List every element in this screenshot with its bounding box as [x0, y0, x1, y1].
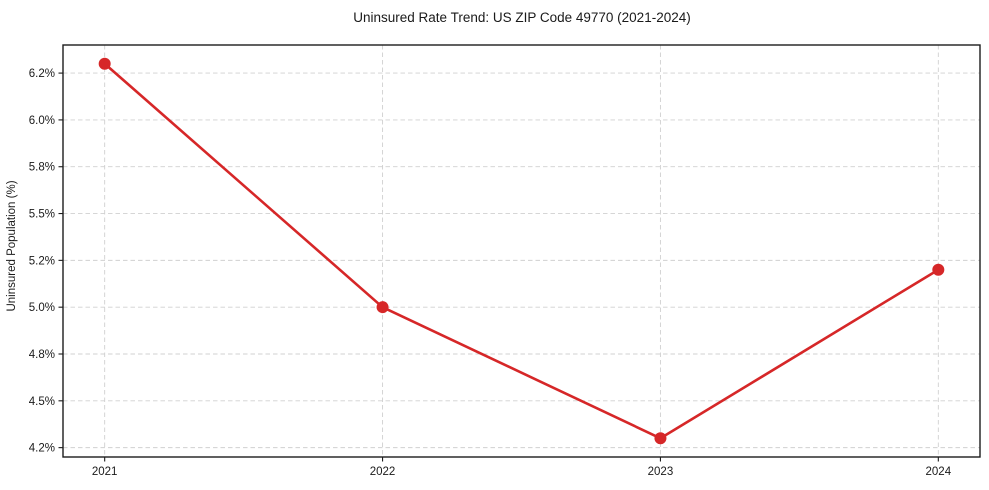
y-tick-label: 5.0%	[29, 302, 55, 314]
y-tick-label: 4.2%	[29, 443, 55, 455]
y-tick-label: 4.8%	[29, 349, 55, 361]
y-tick-label: 5.5%	[29, 209, 55, 221]
data-point-2021	[98, 57, 111, 70]
x-tick-label: 2024	[926, 466, 952, 478]
y-axis-label: Uninsured Population (%)	[6, 180, 18, 311]
y-tick-label: 6.2%	[29, 68, 55, 80]
series-uninsured-rate	[98, 57, 945, 445]
data-point-2024	[932, 263, 945, 276]
plot-border	[62, 44, 981, 458]
y-tick-label: 5.8%	[29, 162, 55, 174]
x-tick-label: 2023	[648, 466, 674, 478]
axis-ticks: 2021 2022 2023 2024 4.2% 4.5% 4.8% 5.0% 5.2% 5.5%…	[29, 68, 952, 478]
x-tick-label: 2021	[92, 466, 118, 478]
data-point-2022	[376, 301, 389, 314]
trend-line	[103, 62, 940, 440]
y-tick-label: 5.2%	[29, 255, 55, 267]
data-point-2023	[654, 432, 667, 445]
x-tick-label: 2022	[370, 466, 396, 478]
chart-title: Uninsured Rate Trend: US ZIP Code 49770 …	[353, 10, 690, 25]
y-tick-label: 6.0%	[29, 115, 55, 127]
y-tick-label: 4.5%	[29, 396, 55, 408]
gridlines	[63, 45, 980, 457]
